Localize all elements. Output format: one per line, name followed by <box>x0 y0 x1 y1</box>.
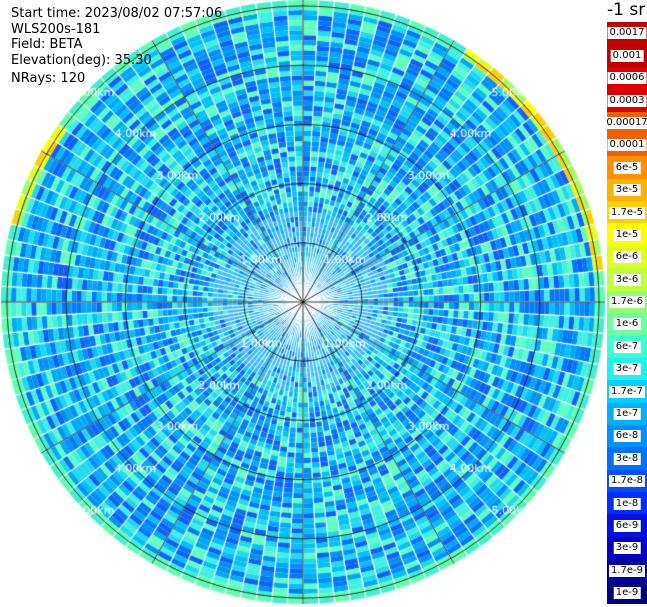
colorbar-cell: 1.7e-8 <box>607 469 647 493</box>
colorbar-cell: 1e-8 <box>607 492 647 515</box>
colorbar-tick-label: 6e-5 <box>613 161 641 174</box>
colorbar-cell: 6e-8 <box>607 424 647 448</box>
colorbar-tick-label: 0.001 <box>610 49 644 62</box>
colorbar-tick-label: 1e-5 <box>613 228 641 241</box>
colorbar-cell: 0.0006 <box>607 66 647 90</box>
colorbar-cell: 6e-5 <box>607 156 647 180</box>
start-time-label: Start time: 2023/08/02 07:57:06 <box>11 6 223 21</box>
colorbar-tick-label: 6e-7 <box>613 340 641 353</box>
nrays-label: NRays: 120 <box>11 71 86 86</box>
instrument-label: WLS200s-181 <box>11 22 101 37</box>
colorbar-cell: 6e-6 <box>607 245 647 269</box>
colorbar-tick-label: 3e-7 <box>613 363 641 376</box>
field-label: Field: BETA <box>11 37 83 52</box>
colorbar-tick-label: 0.0017 <box>607 27 647 40</box>
colorbar-cell: 0.0001 <box>607 133 647 157</box>
colorbar-cell: 3e-6 <box>607 268 647 292</box>
colorbar-cell: 1e-9 <box>607 581 647 605</box>
colorbar-tick-label: 0.0006 <box>607 72 647 85</box>
colorbar-cell: 0.00017 <box>604 111 647 135</box>
colorbar-cell: 1.7e-6 <box>607 290 647 314</box>
colorbar-tick-label: 3e-5 <box>613 184 641 197</box>
colorbar-tick-label: 0.0001 <box>607 139 647 152</box>
colorbar-tick-label: 1e-6 <box>613 318 641 331</box>
colorbar-tick-label: 0.00017 <box>604 116 647 129</box>
colorbar-tick-label: 6e-9 <box>613 519 641 532</box>
colorbar-tick-label: 3e-8 <box>613 452 641 465</box>
colorbar-cell: 1.7e-5 <box>607 201 647 224</box>
colorbar-unit: -1 sr <box>607 0 646 20</box>
colorbar-tick-label: 6e-6 <box>613 251 641 264</box>
colorbar-cell: 6e-7 <box>607 335 647 359</box>
colorbar-cell: 1e-6 <box>607 313 647 336</box>
colorbar-cell: 0.001 <box>607 44 647 68</box>
colorbar-cell: 6e-9 <box>607 514 647 538</box>
colorbar-cell: 3e-9 <box>607 536 647 560</box>
colorbar-tick-label: 6e-8 <box>613 430 641 443</box>
colorbar-cell: 1.7e-9 <box>607 559 647 583</box>
colorbar-tick-label: 1.7e-9 <box>608 564 646 577</box>
colorbar-cell: 0.0017 <box>607 22 647 45</box>
colorbar-tick-label: 1.7e-8 <box>608 475 646 488</box>
elevation-label: Elevation(deg): 35.30 <box>11 53 152 68</box>
colorbar-tick-label: 3e-9 <box>613 542 641 555</box>
colorbar-cell: 3e-5 <box>607 178 647 202</box>
colorbar-tick-label: 1e-7 <box>613 407 641 420</box>
colorbar-tick-label: 1e-9 <box>613 587 641 600</box>
colorbar-cell: 0.0003 <box>607 89 647 113</box>
colorbar-cell: 1e-7 <box>607 402 647 426</box>
colorbar-tick-label: 1.7e-5 <box>608 206 646 219</box>
colorbar-tick-label: 3e-6 <box>613 273 641 286</box>
colorbar-tick-label: 1.7e-7 <box>608 385 646 398</box>
colorbar: 0.0017 0.001 0.0006 0.0003 0.00017 0.0001 6e-5… <box>604 22 647 605</box>
colorbar-cell: 3e-7 <box>607 357 647 381</box>
colorbar-cell: 1e-5 <box>607 223 647 247</box>
colorbar-tick-label: 1.7e-6 <box>608 296 646 309</box>
colorbar-cell: 3e-8 <box>607 447 647 471</box>
colorbar-cell: 1.7e-7 <box>607 380 647 404</box>
colorbar-tick-label: 0.0003 <box>607 94 647 107</box>
colorbar-tick-label: 1e-8 <box>613 497 641 510</box>
